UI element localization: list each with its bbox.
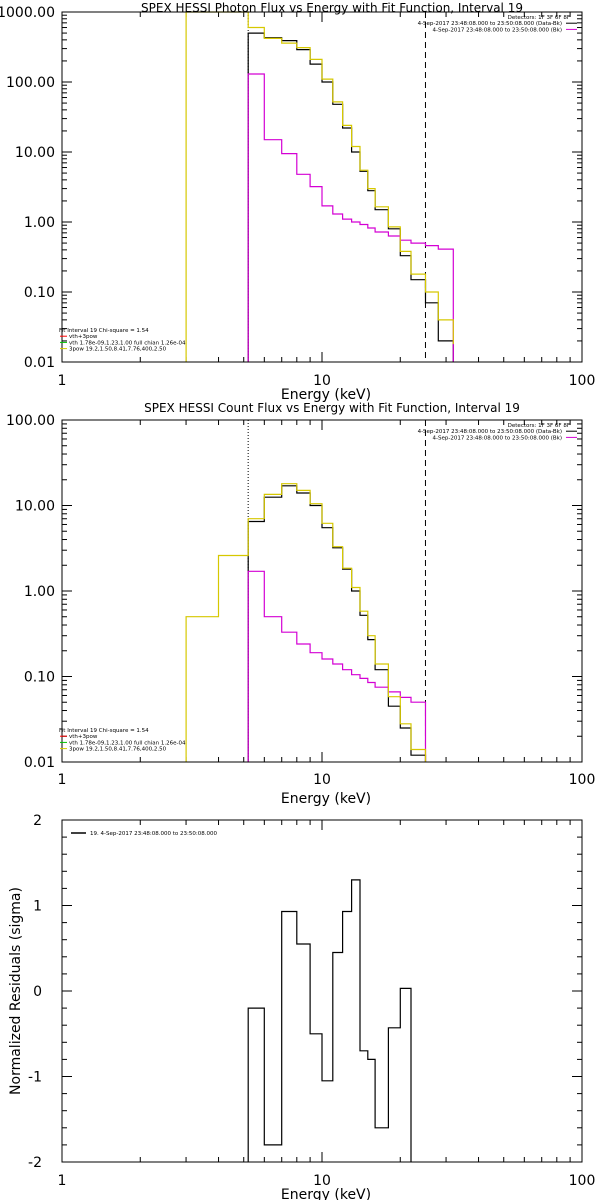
x-axis-label: Energy (keV) xyxy=(281,791,371,807)
legend-top: Detectors: 1F 3F 6F 8F4-Sep-2017 23:48:0… xyxy=(418,15,577,33)
legend-top: 19. 4-Sep-2017 23:48:08.000 to 23:50:08.… xyxy=(71,831,217,837)
legend-top: Detectors: 1F 3F 6F 8F4-Sep-2017 23:48:0… xyxy=(418,423,577,441)
legend-bottom: Fit Interval 19 Chi-square = 1.54vth+3po… xyxy=(59,728,186,753)
y-tick-label: 2 xyxy=(33,813,42,829)
legend-entry: vth+3pow xyxy=(69,334,98,340)
x-tick-label: 100 xyxy=(569,772,596,788)
panel-title: SPEX HESSI Photon Flux vs Energy with Fi… xyxy=(141,1,523,15)
y-tick-label: -2 xyxy=(28,1155,42,1171)
y-tick-label: 1000.00 xyxy=(0,5,55,21)
legend-entry: 19. 4-Sep-2017 23:48:08.000 to 23:50:08.… xyxy=(90,831,217,837)
plot-frame xyxy=(61,819,583,1163)
y-tick-label: 0.01 xyxy=(24,755,55,771)
x-tick-label: 1 xyxy=(58,373,67,389)
x-tick-label: 10 xyxy=(313,373,331,389)
legend-entry: Detectors: 1F 3F 6F 8F xyxy=(508,423,570,429)
legend-entry: 4-Sep-2017 23:48:08.000 to 23:50:08.000 … xyxy=(433,435,563,441)
series-total xyxy=(185,11,454,362)
panel-title: SPEX HESSI Count Flux vs Energy with Fit… xyxy=(144,401,520,415)
y-tick-label: 100.00 xyxy=(6,75,55,91)
legend-entry: vth 1.78e-09,1.23,1.00 full chian 1.26e-… xyxy=(69,740,186,746)
x-tick-label: 10 xyxy=(313,1173,331,1189)
legend-entry: 3pow 19.2,1.50,8.41,7.76,400,2.50 xyxy=(69,747,167,753)
y-axis-label: Normalized Residuals (sigma) xyxy=(8,887,24,1095)
series-data xyxy=(247,32,454,362)
plot-frame xyxy=(61,419,583,763)
y-tick-label: 10.00 xyxy=(15,145,55,161)
series-bpow xyxy=(247,73,454,362)
panel-2: SPEX HESSI Count Flux vs Energy with Fit… xyxy=(6,401,595,807)
series-data xyxy=(247,485,427,762)
series-bpow xyxy=(247,570,427,762)
panel-1: SPEX HESSI Photon Flux vs Energy with Fi… xyxy=(0,1,595,403)
series-data xyxy=(247,879,412,1162)
y-tick-label: -1 xyxy=(28,1070,42,1086)
y-tick-label: 10.00 xyxy=(15,499,55,515)
legend-entry: 4-Sep-2017 23:48:08.000 to 23:50:08.000 … xyxy=(418,21,562,27)
axis-ticks xyxy=(61,819,582,1163)
x-axis-label: Energy (keV) xyxy=(281,1187,371,1200)
legend-entry: 3pow 19.2,1.50,8.41,7.76,400,2.50 xyxy=(69,347,167,353)
legend-entry: Fit Interval 19 Chi-square = 1.54 xyxy=(59,728,149,734)
legend-entry: Detectors: 1F 3F 6F 8F xyxy=(508,15,570,21)
x-tick-label: 1 xyxy=(58,1173,67,1189)
x-tick-label: 10 xyxy=(313,772,331,788)
y-tick-label: 0.01 xyxy=(24,355,55,371)
x-axis-label: Energy (keV) xyxy=(281,387,371,403)
legend-entry: vth+3pow xyxy=(69,734,98,740)
legend-entry: Fit Interval 19 Chi-square = 1.54 xyxy=(59,328,149,334)
plot-frame xyxy=(61,11,583,363)
y-tick-label: 1.00 xyxy=(24,215,55,231)
y-tick-label: 1.00 xyxy=(24,584,55,600)
y-tick-label: 0.10 xyxy=(24,670,55,686)
legend-entry: vth 1.78e-09,1.23,1.00 full chian 1.26e-… xyxy=(69,340,186,346)
y-tick-label: 1 xyxy=(33,899,42,915)
x-tick-label: 1 xyxy=(58,772,67,788)
y-tick-label: 0.10 xyxy=(24,285,55,301)
x-tick-label: 100 xyxy=(569,373,596,389)
legend-entry: 4-Sep-2017 23:48:08.000 to 23:50:08.000 … xyxy=(433,27,563,33)
legend-entry: 4-Sep-2017 23:48:08.000 to 23:50:08.000 … xyxy=(418,429,562,435)
x-tick-label: 100 xyxy=(569,1173,596,1189)
panel-3: 1 10 100 -2 -1 0 1 2 Energy (keV) Normalized Resi… xyxy=(8,813,595,1200)
axis-ticks xyxy=(61,420,582,763)
series-total xyxy=(185,483,427,762)
y-tick-label: 100.00 xyxy=(6,413,55,429)
legend-bottom: Fit Interval 19 Chi-square = 1.54vth+3po… xyxy=(59,328,186,353)
y-tick-label: 0 xyxy=(33,984,42,1000)
